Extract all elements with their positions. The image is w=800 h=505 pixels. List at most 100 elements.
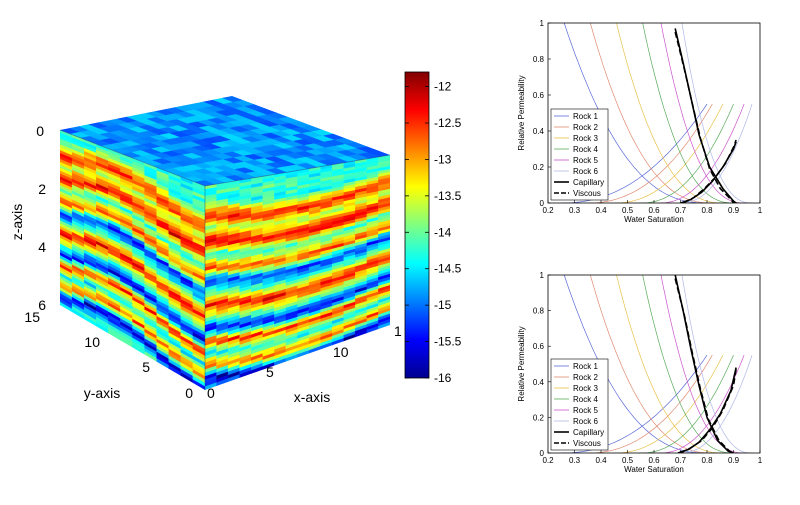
cube-cell: [192, 278, 205, 289]
cube-cell: [192, 184, 205, 194]
cube-cell: [378, 194, 390, 201]
rock-krw-line: [659, 354, 745, 453]
cube-cell: [192, 298, 205, 309]
rock-kro-line: [681, 23, 752, 203]
rock-krw-line: [640, 103, 734, 203]
z-axis: 0 2 4 6 z-axis: [9, 123, 46, 313]
x-tick-label: 0.5: [622, 206, 634, 215]
cube-cell: [192, 372, 205, 384]
relperm-plot-bottom: 0.2 0.3 0.4 0.5 0.6 0.7 0.8 0.9 100.20.40.60.81W…: [517, 271, 763, 474]
cube-cell: [378, 157, 390, 163]
cube-cell: [378, 262, 390, 270]
legend: Rock 1 Rock 2 Rock 3 Rock 4 Rock 5 Rock 6 Capi…: [550, 108, 609, 201]
cube-cell: [192, 345, 205, 357]
cube-cell: [378, 177, 390, 184]
cube-cell: [378, 279, 390, 287]
z-axis-label: z-axis: [9, 204, 25, 241]
permeability-cube: [59, 96, 391, 390]
y-tick-label: 0.6: [533, 342, 545, 351]
z-tick: 0: [36, 123, 44, 139]
cube-cell: [192, 254, 205, 265]
cube-cell: [378, 245, 390, 252]
rock-krw-line: [587, 354, 713, 453]
rock-krw-line: [614, 103, 724, 203]
cube-cell: [378, 287, 390, 295]
cube-cell: [192, 258, 205, 268]
colorbar-tick-label: -12.5: [434, 116, 462, 130]
rock-kro-line: [660, 23, 745, 203]
cube-cell: [192, 271, 205, 282]
y-tick: 15: [24, 309, 40, 325]
colorbar-tick-label: -15.5: [434, 335, 462, 349]
colorbar: -12 -12.5 -13 -13.5 -14 -14.5 -15 -15.5 -16: [404, 71, 462, 385]
cube-cell: [378, 211, 390, 218]
cube-cell: [192, 248, 205, 258]
cube-cell: [192, 191, 205, 200]
legend-label: Rock 6: [573, 417, 598, 426]
cube-cell: [378, 236, 390, 244]
x-tick-label: 0.9: [728, 456, 740, 465]
x-tick-label: 0.2: [542, 456, 554, 465]
y-tick: 0: [185, 385, 193, 401]
rock-curves: [561, 23, 753, 203]
cube-cell: [192, 204, 205, 214]
cube-cell: [378, 185, 390, 192]
cube-cell: [192, 365, 205, 377]
x-tick-label: 0.4: [595, 206, 607, 215]
cube-cell: [378, 256, 390, 264]
colorbar-tick-label: -14.5: [434, 262, 462, 276]
capillary-kro-line: [674, 275, 734, 453]
x-axis-label: x-axis: [294, 389, 331, 405]
cube-cell: [192, 187, 205, 197]
cube-cell: [378, 219, 390, 227]
rock-kro-line: [563, 275, 707, 453]
cube-cell: [192, 285, 205, 296]
cube-cell: [192, 201, 205, 211]
rock-kro-line: [642, 275, 734, 453]
legend-label: Rock 5: [573, 406, 598, 415]
legend-label: Rock 1: [573, 362, 598, 371]
x-tick-label: 0.3: [569, 206, 581, 215]
cube-cell: [378, 214, 390, 221]
colorbar-tick-label: -13: [434, 152, 452, 166]
cube-cell: [378, 217, 390, 224]
colorbar-tick-label: -12: [434, 80, 452, 94]
legend-label: Rock 4: [573, 395, 598, 404]
y-tick-label: 0: [540, 199, 545, 208]
rock-krw-line: [680, 103, 753, 203]
rock-kro-line: [660, 275, 745, 453]
legend-label: Rock 2: [573, 123, 598, 132]
cube-cell: [192, 369, 205, 381]
legend-label: Rock 6: [573, 167, 598, 176]
cube-cell: [192, 318, 205, 330]
x-tick-label: 0.2: [542, 206, 554, 215]
cube-cell: [192, 217, 205, 228]
cube-cell: [378, 208, 390, 215]
x-tick-label: 0.8: [701, 456, 713, 465]
cube-cell: [192, 234, 205, 245]
legend-label: Rock 3: [573, 134, 598, 143]
cube-cell: [192, 359, 205, 370]
rock-krw-line: [659, 103, 745, 203]
rock-kro-line: [616, 275, 723, 453]
cube-cell: [378, 265, 390, 272]
colorbar-tick-label: -15: [434, 298, 452, 312]
cube-cell: [378, 270, 390, 278]
cube-cell: [192, 312, 205, 323]
cube-cell: [378, 310, 390, 318]
cube-cell: [378, 307, 390, 315]
cube-front-face: [60, 130, 205, 390]
cube-cell: [378, 200, 390, 206]
y-tick-label: 0.2: [533, 163, 545, 172]
x-tick-label: 0.7: [675, 456, 687, 465]
rock-curves: [561, 275, 753, 453]
cube-cell: [192, 224, 205, 234]
y-axis-label: y-axis: [84, 385, 121, 401]
x-tick-label: 0.6: [648, 456, 660, 465]
cube-cell: [192, 228, 205, 238]
cube-cell: [192, 305, 205, 316]
x-tick-label: 0.7: [675, 206, 687, 215]
cube-cell: [192, 288, 205, 299]
cube-cell: [378, 282, 390, 290]
cube-cell: [192, 214, 205, 224]
